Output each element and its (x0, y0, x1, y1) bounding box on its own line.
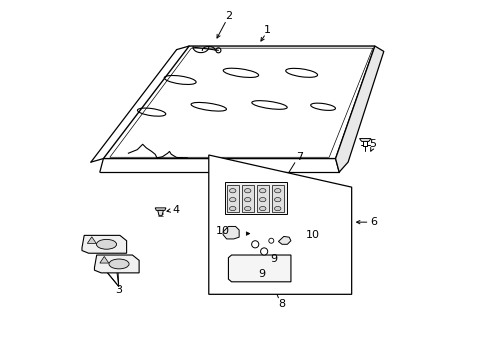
Text: 6: 6 (369, 217, 377, 227)
Text: 10: 10 (305, 230, 320, 240)
Ellipse shape (244, 198, 250, 202)
Ellipse shape (259, 206, 265, 211)
Polygon shape (278, 237, 290, 244)
Ellipse shape (274, 198, 281, 202)
Circle shape (268, 238, 273, 243)
Polygon shape (100, 256, 108, 263)
Ellipse shape (244, 189, 250, 193)
Text: 7: 7 (296, 152, 303, 162)
Ellipse shape (274, 189, 281, 193)
Polygon shape (157, 210, 163, 216)
Polygon shape (246, 232, 249, 235)
Text: 3: 3 (115, 285, 122, 295)
Ellipse shape (229, 189, 235, 193)
Polygon shape (82, 235, 126, 253)
Polygon shape (87, 237, 96, 243)
Polygon shape (228, 255, 290, 282)
Polygon shape (256, 185, 268, 212)
Text: 5: 5 (368, 139, 375, 149)
Ellipse shape (259, 198, 265, 202)
Polygon shape (241, 185, 254, 212)
Text: 1: 1 (264, 25, 271, 35)
Polygon shape (103, 46, 374, 158)
Polygon shape (155, 208, 165, 210)
Polygon shape (335, 46, 383, 172)
Ellipse shape (96, 239, 116, 249)
Polygon shape (359, 139, 370, 141)
Text: 2: 2 (224, 12, 231, 21)
Polygon shape (94, 255, 139, 273)
Circle shape (260, 248, 267, 255)
Ellipse shape (229, 198, 235, 202)
Text: 9: 9 (270, 254, 277, 264)
Text: 4: 4 (172, 205, 179, 215)
Polygon shape (208, 155, 351, 294)
Ellipse shape (109, 259, 129, 269)
Ellipse shape (244, 206, 250, 211)
Ellipse shape (259, 189, 265, 193)
Polygon shape (223, 226, 239, 239)
Polygon shape (226, 185, 239, 212)
Circle shape (251, 241, 258, 248)
Text: 9: 9 (258, 269, 264, 279)
Ellipse shape (274, 206, 281, 211)
Ellipse shape (229, 206, 235, 211)
Polygon shape (271, 185, 284, 212)
Text: 10: 10 (215, 226, 229, 237)
Text: 8: 8 (278, 299, 285, 309)
Polygon shape (224, 182, 287, 214)
